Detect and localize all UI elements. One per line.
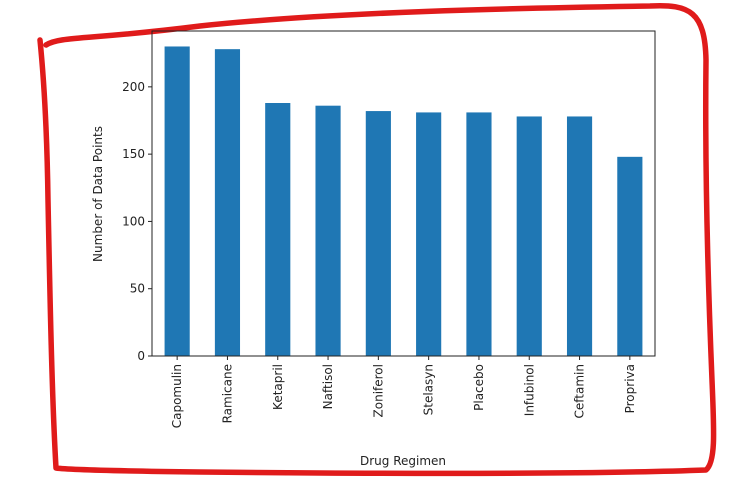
x-tick-label: Zoniferol: [371, 364, 385, 417]
x-tick-label: Placebo: [472, 364, 486, 411]
bar-ketapril: [265, 103, 291, 356]
x-tick-label: Ketapril: [271, 364, 285, 410]
x-tick-label: Propriva: [623, 364, 637, 413]
y-axis-title: Number of Data Points: [91, 126, 105, 262]
y-tick-label: 0: [137, 349, 145, 363]
bar-capomulin: [164, 46, 190, 356]
bar-stelasyn: [416, 112, 442, 356]
x-tick-label: Stelasyn: [422, 364, 436, 415]
bar-placebo: [466, 112, 492, 356]
bar-zoniferol: [365, 111, 391, 356]
bar-naftisol: [315, 105, 341, 356]
y-tick-label: 200: [122, 80, 145, 94]
bar-infubinol: [516, 116, 542, 357]
y-tick-label: 150: [122, 147, 145, 161]
bar-propriva: [617, 156, 643, 356]
y-tick-label: 50: [130, 282, 145, 296]
bar-ramicane: [214, 49, 241, 357]
x-axis-title: Drug Regimen: [360, 454, 446, 468]
x-tick-label: Naftisol: [321, 364, 335, 409]
bar-ceftamin: [566, 116, 593, 357]
x-tick-label: Ceftamin: [573, 364, 587, 418]
red-hand-drawn-outline: [37, 2, 717, 477]
x-tick-label: Capomulin: [170, 364, 184, 428]
plot-frame: [151, 30, 656, 357]
x-tick-label: Ramicane: [220, 364, 234, 423]
y-tick-label: 100: [122, 214, 145, 228]
x-tick-label: Infubinol: [522, 364, 536, 416]
